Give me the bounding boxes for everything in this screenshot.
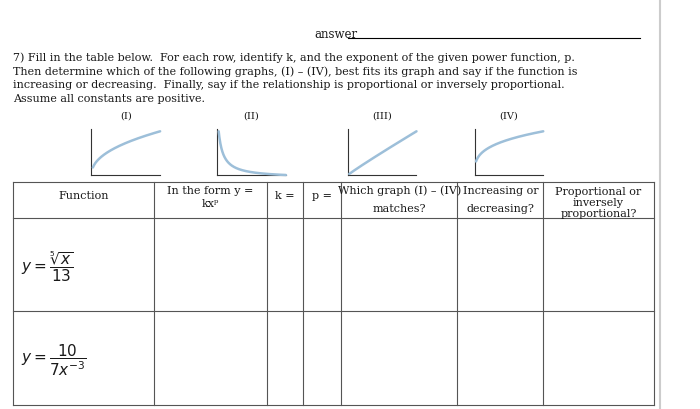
Text: Function: Function (59, 191, 109, 201)
Text: proportional?: proportional? (560, 209, 637, 219)
Text: increasing or decreasing.  Finally, say if the relationship is proportional or i: increasing or decreasing. Finally, say i… (13, 80, 565, 90)
Text: $y = \dfrac{\sqrt[5]{x}}{13}$: $y = \dfrac{\sqrt[5]{x}}{13}$ (21, 249, 74, 284)
Text: Then determine which of the following graphs, (I) – (IV), best fits its graph an: Then determine which of the following gr… (13, 66, 577, 76)
Text: inversely: inversely (573, 198, 624, 208)
Text: Proportional or: Proportional or (555, 187, 642, 197)
Text: (I): (I) (120, 112, 132, 121)
Text: matches?: matches? (372, 204, 426, 214)
Text: Increasing or: Increasing or (463, 186, 538, 196)
Text: answer: answer (314, 28, 358, 41)
Text: kxᵖ: kxᵖ (202, 199, 219, 209)
Text: In the form y =: In the form y = (167, 186, 254, 196)
Text: p =: p = (312, 191, 332, 201)
Text: decreasing?: decreasing? (466, 204, 534, 214)
Text: (IV): (IV) (500, 112, 518, 121)
Text: 7) Fill in the table below.  For each row, identify k, and the exponent of the g: 7) Fill in the table below. For each row… (13, 52, 575, 63)
Text: $y = \dfrac{10}{7x^{-3}}$: $y = \dfrac{10}{7x^{-3}}$ (21, 342, 87, 378)
Text: (III): (III) (372, 112, 392, 121)
Text: (II): (II) (244, 112, 260, 121)
Text: Assume all constants are positive.: Assume all constants are positive. (13, 94, 205, 104)
Text: k =: k = (275, 191, 295, 201)
Text: Which graph (I) – (IV): Which graph (I) – (IV) (337, 186, 461, 196)
